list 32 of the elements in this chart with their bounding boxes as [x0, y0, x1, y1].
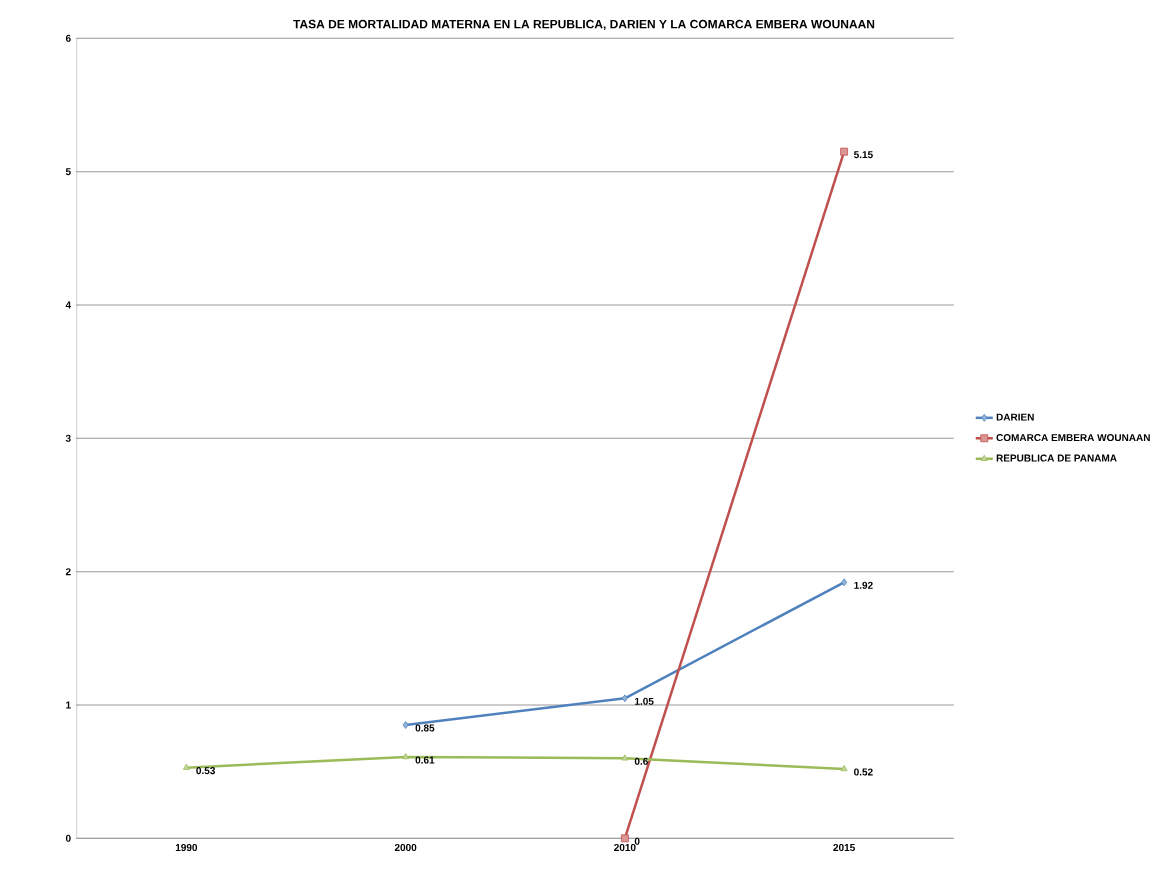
point: [620, 834, 629, 843]
data-label: 0.85: [415, 724, 435, 732]
y-tick-label: 2: [65, 568, 71, 576]
point: [621, 754, 629, 761]
data-label: 0: [634, 837, 640, 845]
chart-title: TASA DE MORTALIDAD MATERNA EN LA REPUBLICA, DARIEN Y LA COMARCA EMBERA WOUNAAN: [293, 19, 875, 31]
legend-label: DARIEN: [996, 413, 1034, 421]
y-tick-label: 5: [65, 168, 71, 176]
x-tick-label: 2015: [833, 843, 855, 852]
point: [621, 694, 628, 703]
point: [841, 578, 848, 587]
legend-label: COMARCA EMBERA WOUNAAN: [996, 434, 1150, 442]
y-tick-label: 4: [65, 301, 72, 309]
y-tick-label: 0: [65, 834, 71, 842]
y-tick-label: 6: [65, 34, 71, 42]
x-tick-label: 2000: [394, 843, 417, 852]
point: [182, 763, 190, 770]
legend-label: REPUBLICA DE PANAMA: [996, 454, 1117, 462]
point: [840, 147, 849, 156]
data-label: 0.52: [854, 768, 873, 776]
y-tick-label: 3: [65, 434, 71, 442]
y-tick-label: 1: [66, 701, 71, 709]
x-tick-label: 2010: [614, 843, 636, 852]
data-label: 1.05: [635, 697, 654, 705]
x-tick-label: 1990: [175, 843, 198, 852]
point: [840, 765, 848, 772]
data-label: 0.61: [415, 756, 435, 764]
data-label: 0.53: [196, 767, 216, 775]
data-label: 5.15: [853, 151, 873, 159]
point: [402, 721, 409, 729]
data-label: 1.92: [854, 581, 873, 589]
point: [402, 753, 410, 760]
